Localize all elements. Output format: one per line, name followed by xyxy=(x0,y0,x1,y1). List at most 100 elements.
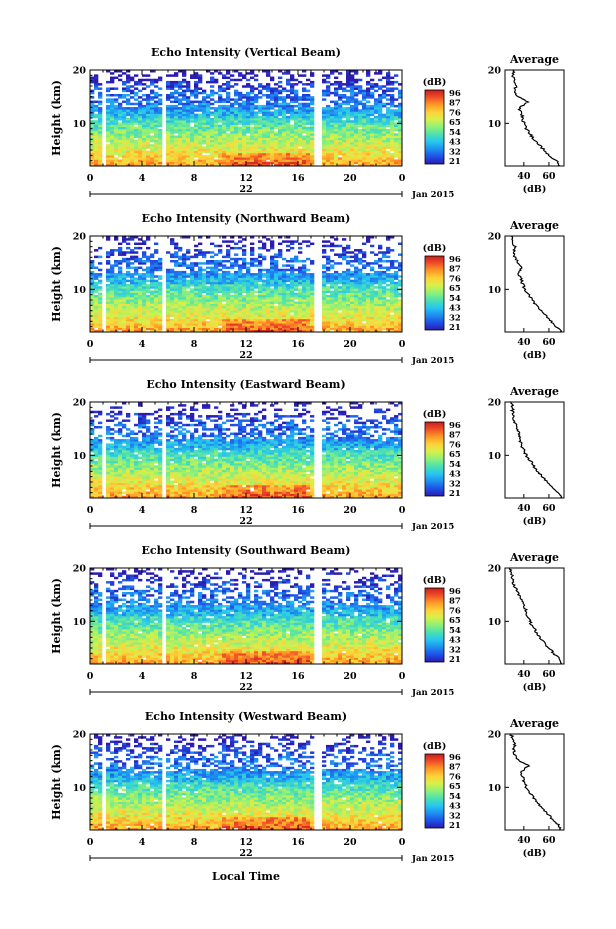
heatmap-cell xyxy=(306,299,311,302)
heatmap-cell xyxy=(366,152,371,156)
heatmap-cell xyxy=(286,279,291,283)
heatmap-cell xyxy=(322,286,327,289)
heatmap-cell xyxy=(142,279,147,283)
heatmap-cell xyxy=(302,94,307,97)
heatmap-cell xyxy=(194,325,199,328)
heatmap-cell xyxy=(118,146,123,149)
heatmap-cell xyxy=(118,124,123,128)
heatmap-cell xyxy=(338,308,343,311)
heatmap-cell xyxy=(214,270,219,274)
heatmap-cell xyxy=(118,288,123,291)
heatmap-cell xyxy=(154,139,159,143)
heatmap-cell xyxy=(106,318,111,322)
heatmap-cell xyxy=(390,321,395,324)
heatmap-cell xyxy=(134,308,139,311)
heatmap-cell xyxy=(154,286,159,289)
heatmap-cell xyxy=(282,139,287,143)
heatmap-cell xyxy=(178,85,183,88)
heatmap-cell xyxy=(174,253,179,256)
heatmap-cell xyxy=(110,135,115,138)
heatmap-cell xyxy=(126,301,131,304)
heatmap-cell xyxy=(246,273,251,276)
heatmap-cell xyxy=(322,120,327,123)
heatmap-cell xyxy=(366,74,371,77)
heatmap-cell xyxy=(342,323,347,326)
heatmap-cell xyxy=(98,299,103,302)
heatmap-cell xyxy=(178,292,183,296)
heatmap-cell xyxy=(294,159,299,162)
heatmap-cell xyxy=(210,155,215,158)
heatmap-cell xyxy=(258,294,263,298)
heatmap-cell xyxy=(334,131,339,134)
heatmap-cell xyxy=(146,124,151,128)
heatmap-cell xyxy=(226,85,231,88)
heatmap-cell xyxy=(186,312,191,315)
heatmap-cell xyxy=(306,152,311,156)
heatmap-cell xyxy=(150,148,155,152)
heatmap-cell xyxy=(106,275,111,278)
heatmap-cell xyxy=(138,126,143,130)
heatmap-cell xyxy=(338,294,343,298)
heatmap-cell xyxy=(362,275,367,278)
heatmap-cell xyxy=(118,266,123,270)
heatmap-cell xyxy=(262,284,267,287)
heatmap-cell xyxy=(362,163,367,167)
heatmap-cell xyxy=(266,133,271,136)
heatmap-cell xyxy=(158,107,163,110)
heatmap-cell xyxy=(190,137,195,141)
heatmap-cell xyxy=(258,273,263,276)
heatmap-cell xyxy=(154,104,159,108)
heatmap-cell xyxy=(334,80,339,84)
heatmap-cell xyxy=(278,275,283,278)
heatmap-cell xyxy=(234,163,239,167)
heatmap-cell xyxy=(222,135,227,138)
heatmap-cell xyxy=(346,146,351,149)
heatmap-cell xyxy=(218,310,223,313)
heatmap-cell xyxy=(258,299,263,302)
heatmap-cell xyxy=(354,270,359,274)
heatmap-cell xyxy=(190,264,195,267)
heatmap-cell xyxy=(170,80,175,84)
heatmap-cell xyxy=(330,144,335,147)
heatmap-cell xyxy=(158,266,163,270)
heatmap-cell xyxy=(194,270,199,274)
heatmap-cell xyxy=(182,312,187,315)
heatmap-cell xyxy=(338,142,343,145)
heatmap-cell xyxy=(242,303,247,307)
heatmap-cell xyxy=(362,102,367,106)
heatmap-cell xyxy=(230,329,235,333)
heatmap-cell xyxy=(386,128,391,132)
heatmap-cell xyxy=(390,144,395,147)
heatmap-cell xyxy=(114,301,119,304)
heatmap-cell xyxy=(214,316,219,320)
heatmap-cell xyxy=(382,139,387,143)
heatmap-cell xyxy=(230,327,235,331)
heatmap-cell xyxy=(90,161,95,165)
heatmap-cell xyxy=(194,262,199,265)
heatmap-cell xyxy=(178,91,183,95)
heatmap-cell xyxy=(174,113,179,117)
heatmap-cell xyxy=(202,111,207,114)
heatmap-cell xyxy=(106,286,111,289)
heatmap-cell xyxy=(254,312,259,315)
heatmap-cell xyxy=(170,87,175,90)
heatmap-cell xyxy=(358,139,363,143)
heatmap-cell xyxy=(122,323,127,326)
heatmap-cell xyxy=(322,316,327,320)
heatmap-cell xyxy=(322,264,327,267)
heatmap-cell xyxy=(342,275,347,278)
heatmap-cell xyxy=(122,301,127,304)
heatmap-cell xyxy=(330,126,335,130)
heatmap-cell xyxy=(98,329,103,333)
heatmap-cell xyxy=(326,148,331,152)
heatmap-cell xyxy=(302,113,307,117)
heatmap-cell xyxy=(130,122,135,125)
heatmap-cell xyxy=(150,157,155,160)
heatmap-cell xyxy=(150,139,155,143)
heatmap-cell xyxy=(342,321,347,324)
heatmap-cell xyxy=(198,159,203,162)
heatmap-cell xyxy=(226,253,231,256)
heatmap-cell xyxy=(134,109,139,112)
heatmap-cell xyxy=(354,161,359,165)
heatmap-cell xyxy=(138,109,143,112)
